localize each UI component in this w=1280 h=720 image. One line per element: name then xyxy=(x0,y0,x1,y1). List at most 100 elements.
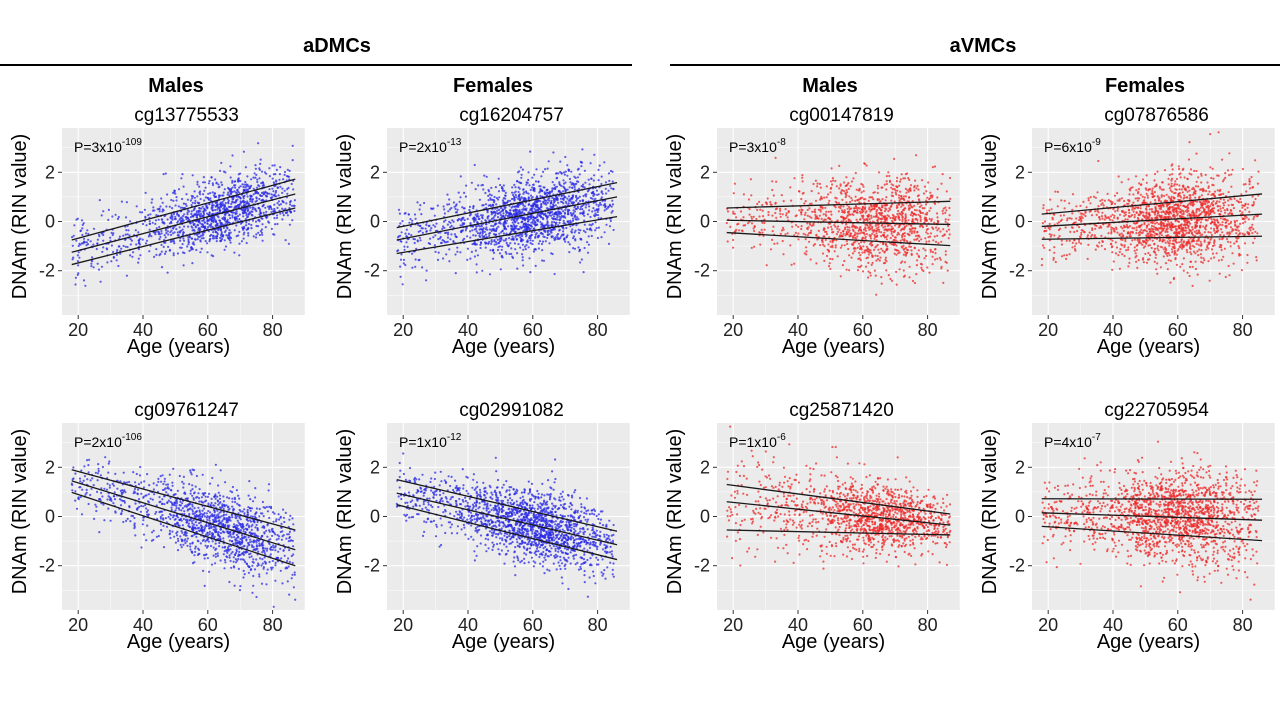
y-axis-label: DNAm (RIN value) xyxy=(334,429,356,595)
p-value-label: P=3x10-8 xyxy=(729,137,786,155)
x-tick-label: 20 xyxy=(68,320,88,340)
fit-line-lower xyxy=(71,491,296,567)
x-tick-label: 40 xyxy=(1103,615,1123,635)
y-tick-label: 2 xyxy=(45,457,55,477)
p-value-label: P=2x10-106 xyxy=(74,432,142,450)
column-header-admc-females: Females xyxy=(453,75,533,97)
x-axis-label: Age (years) xyxy=(127,336,230,358)
panel-title: cg02991082 xyxy=(459,400,564,421)
p-value-label: P=1x10-12 xyxy=(399,432,462,450)
y-tick-label: 0 xyxy=(370,212,380,232)
y-axis-label: DNAm (RIN value) xyxy=(9,429,31,595)
x-tick-label: 40 xyxy=(788,320,808,340)
fit-line-middle xyxy=(1041,213,1263,228)
y-tick-label: -2 xyxy=(694,556,710,576)
y-tick-label: 0 xyxy=(45,212,55,232)
panel-cg16204757: cg16204757 P=2x10-13 20 40 60 80 -2 0 2 Age (year… xyxy=(334,105,631,358)
x-tick-label: 20 xyxy=(723,320,743,340)
y-axis-label: DNAm (RIN value) xyxy=(979,429,1001,595)
x-tick-label: 80 xyxy=(263,615,283,635)
x-axis-label: Age (years) xyxy=(1097,631,1200,653)
x-tick-label: 40 xyxy=(1103,320,1123,340)
x-axis-label: Age (years) xyxy=(782,631,885,653)
fit-line-upper xyxy=(1041,193,1263,215)
fit-line-upper xyxy=(71,469,296,531)
y-axis-label: DNAm (RIN value) xyxy=(664,134,686,300)
x-axis-label: Age (years) xyxy=(452,336,555,358)
y-tick-label: 2 xyxy=(1015,162,1025,182)
fit-line-middle xyxy=(726,219,951,226)
y-tick-label: 2 xyxy=(370,457,380,477)
fit-line-middle xyxy=(726,501,951,526)
x-tick-label: 80 xyxy=(918,320,938,340)
column-header-admc-males: Males xyxy=(148,75,204,97)
x-tick-label: 80 xyxy=(1233,615,1253,635)
y-tick-label: 2 xyxy=(1015,457,1025,477)
p-value-label: P=4x10-7 xyxy=(1044,432,1101,450)
x-tick-label: 40 xyxy=(133,615,153,635)
panel-title: cg13775533 xyxy=(134,105,239,126)
x-tick-label: 80 xyxy=(588,615,608,635)
y-tick-label: 2 xyxy=(700,457,710,477)
panel-title: cg00147819 xyxy=(789,105,894,126)
x-axis-label: Age (years) xyxy=(127,631,230,653)
fit-line-middle xyxy=(1041,512,1263,521)
fit-line-middle xyxy=(396,196,618,241)
x-tick-label: 60 xyxy=(853,615,873,635)
y-tick-label: 0 xyxy=(45,507,55,527)
y-tick-label: 2 xyxy=(45,162,55,182)
x-tick-label: 60 xyxy=(523,615,543,635)
x-tick-label: 20 xyxy=(1038,615,1058,635)
y-tick-label: 0 xyxy=(700,507,710,527)
y-tick-label: -2 xyxy=(1009,556,1025,576)
y-tick-label: -2 xyxy=(39,556,55,576)
x-tick-label: 40 xyxy=(133,320,153,340)
x-tick-label: 60 xyxy=(1168,320,1188,340)
fit-line-lower xyxy=(396,504,618,561)
y-axis-label: DNAm (RIN value) xyxy=(664,429,686,595)
x-tick-label: 80 xyxy=(588,320,608,340)
y-axis-label: DNAm (RIN value) xyxy=(9,134,31,300)
fit-line-upper xyxy=(726,200,951,209)
fit-line-middle xyxy=(396,492,618,546)
x-tick-label: 20 xyxy=(68,615,88,635)
fit-line-lower xyxy=(71,207,296,266)
panel-title: cg25871420 xyxy=(789,400,894,421)
panel-title: cg09761247 xyxy=(134,400,239,421)
column-header-avmc-females: Females xyxy=(1105,75,1185,97)
panel-title: cg16204757 xyxy=(459,105,564,126)
y-tick-label: -2 xyxy=(1009,261,1025,281)
column-header-avmc-males: Males xyxy=(802,75,858,97)
y-axis-label: DNAm (RIN value) xyxy=(334,134,356,300)
x-tick-label: 20 xyxy=(1038,320,1058,340)
p-value-label: P=1x10-6 xyxy=(729,432,786,450)
y-tick-label: -2 xyxy=(39,261,55,281)
fit-line-lower xyxy=(396,215,618,255)
fit-line-upper xyxy=(396,478,618,532)
fit-line-upper xyxy=(726,483,951,515)
x-tick-label: 40 xyxy=(458,615,478,635)
scatter-points xyxy=(1041,440,1260,601)
y-tick-label: 0 xyxy=(1015,507,1025,527)
y-tick-label: -2 xyxy=(694,261,710,281)
y-tick-label: -2 xyxy=(364,261,380,281)
fit-line-lower xyxy=(1041,525,1263,542)
x-tick-label: 20 xyxy=(723,615,743,635)
panel-cg02991082: cg02991082 P=1x10-12 20 40 60 80 -2 0 2 Age (year… xyxy=(334,400,631,653)
x-tick-label: 60 xyxy=(523,320,543,340)
x-tick-label: 80 xyxy=(1233,320,1253,340)
y-tick-label: 2 xyxy=(370,162,380,182)
y-tick-label: -2 xyxy=(364,556,380,576)
scatter-points xyxy=(395,452,615,598)
panel-title: cg22705954 xyxy=(1104,400,1209,421)
p-value-label: P=6x10-9 xyxy=(1044,137,1101,155)
panel-title: cg07876586 xyxy=(1104,105,1209,126)
x-tick-label: 40 xyxy=(458,320,478,340)
x-tick-label: 60 xyxy=(198,320,218,340)
p-value-label: P=3x10-109 xyxy=(74,137,142,155)
